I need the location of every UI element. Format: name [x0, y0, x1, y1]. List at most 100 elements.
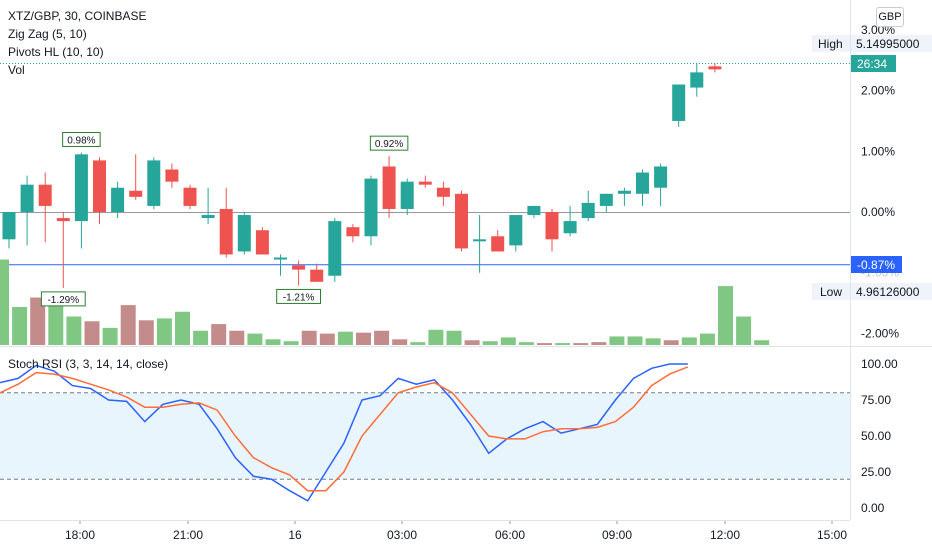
candle-body	[346, 227, 360, 237]
time-tick-label: 06:00	[495, 528, 525, 542]
volume-bar	[464, 340, 480, 345]
volume-bar	[301, 330, 317, 345]
candle-body	[436, 187, 450, 197]
time-tick-label: 18:00	[65, 528, 95, 542]
rsi-band	[0, 392, 850, 480]
price-tick-label: -2.00%	[861, 326, 899, 340]
candle-body	[672, 84, 686, 121]
last-change-text: -0.87%	[857, 258, 895, 272]
time-axis[interactable]: 18:00 21:00 16 03:00 06:00 09:00 12:00 15:00	[0, 520, 850, 542]
candle-body	[93, 160, 106, 212]
stoch-k-line	[0, 363, 688, 502]
volume-bar	[374, 330, 390, 345]
pivot-label-box	[369, 135, 409, 151]
candle-body	[129, 190, 143, 197]
price-pane[interactable]: 0.98% -1.29% 0.92% -1.21%	[0, 63, 850, 345]
pivot-label: 0.92%	[375, 139, 403, 150]
indicator-zigzag[interactable]: Zig Zag (5, 10)	[8, 27, 87, 41]
candle-body	[599, 193, 613, 206]
volume-bar	[193, 330, 209, 345]
rsi-tick-label: 0.00	[861, 501, 885, 515]
volume-bar	[555, 343, 571, 345]
price-tick-label: 0.00%	[861, 205, 895, 219]
volume-bar	[156, 318, 172, 345]
candle-body	[183, 187, 197, 206]
candle-body	[581, 202, 595, 219]
candle-body	[74, 154, 88, 222]
volume-bar	[12, 307, 28, 345]
candle-body	[364, 178, 378, 237]
indicator-pivots[interactable]: Pivots HL (10, 10)	[8, 45, 104, 59]
time-tick-label: 21:00	[173, 528, 203, 542]
indicator-vol[interactable]: Vol	[8, 63, 25, 77]
pivot-label: -1.29%	[47, 295, 79, 306]
candle-body	[255, 230, 269, 255]
low-value-text: 4.96126000	[856, 285, 920, 299]
candle-body	[617, 190, 631, 194]
volume-bar	[736, 316, 752, 345]
price-tick-label: 1.00%	[861, 144, 895, 158]
volume-bar	[663, 340, 679, 345]
pivot-label-box	[62, 132, 101, 148]
stoch-rsi-title[interactable]: Stoch RSI (3, 3, 14, 14, close)	[8, 357, 169, 371]
volume-bar	[537, 343, 552, 345]
candle-body	[56, 218, 70, 222]
volume-bar	[0, 259, 9, 345]
high-label-text: High	[818, 37, 843, 51]
time-tick-label: 12:00	[710, 528, 740, 542]
candle-body	[2, 212, 16, 240]
stoch-rsi-pane[interactable]	[0, 363, 850, 502]
time-tick-label: 09:00	[602, 528, 632, 542]
high-value-text: 5.14995000	[856, 37, 920, 51]
candle-body	[509, 215, 523, 246]
volume-bar	[754, 340, 770, 345]
volume-bar	[356, 332, 371, 345]
candle-body	[111, 187, 125, 212]
volume-bar	[66, 316, 82, 345]
volume-bar	[681, 337, 697, 345]
volume-bar	[120, 305, 136, 345]
volume-bar	[337, 331, 353, 345]
candle-body	[237, 215, 251, 252]
countdown-text: 26:34	[857, 57, 887, 71]
candle-body	[165, 169, 179, 182]
stoch-d-line	[0, 366, 689, 492]
pivot-label: 0.98%	[67, 136, 95, 147]
candle-body	[527, 205, 541, 216]
volume-bar	[500, 337, 516, 345]
candle-body	[418, 181, 432, 185]
volume-bar	[247, 333, 263, 345]
rsi-tick-label: 75.00	[861, 393, 891, 407]
volume-bar	[410, 342, 426, 345]
candle-body	[636, 172, 649, 194]
time-tick-label: 15:00	[817, 528, 847, 542]
volume-bar	[482, 341, 498, 345]
candle-body	[400, 181, 414, 209]
volume-bar	[392, 339, 408, 345]
volume-bar	[84, 321, 100, 345]
last-change-label: -0.87%	[851, 256, 902, 273]
candle-body	[219, 208, 233, 255]
volume-bar	[102, 327, 118, 345]
volume-bar	[175, 311, 190, 345]
candle-body	[563, 221, 577, 234]
currency-button[interactable]: GBP	[876, 7, 904, 27]
pivot-label: -1.21%	[283, 292, 315, 303]
candle-body	[274, 257, 287, 260]
price-tick-label: 2.00%	[861, 84, 895, 98]
volume-bar	[319, 333, 335, 345]
candle-body	[20, 184, 34, 212]
rsi-tick-label: 50.00	[861, 429, 891, 443]
rsi-tick-label: 100.00	[861, 357, 898, 371]
volume-bar	[718, 286, 733, 345]
volume-bar	[30, 297, 46, 345]
volume-bar	[446, 330, 462, 345]
pivot-label-box	[276, 288, 322, 304]
volume-bar	[518, 342, 534, 345]
volume-bar	[591, 342, 607, 345]
volume-bar	[627, 336, 643, 345]
candle-body	[201, 215, 215, 219]
symbol-title[interactable]: XTZ/GBP, 30, COINBASE	[8, 9, 147, 23]
volume-bar	[211, 324, 227, 345]
